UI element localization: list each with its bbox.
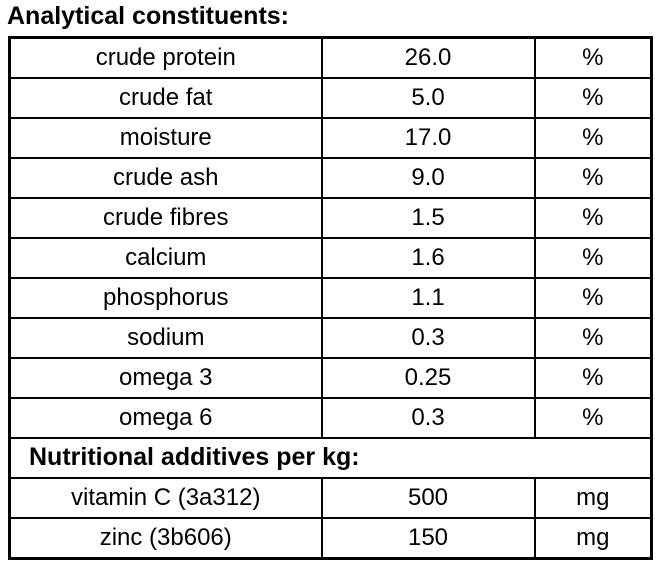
table-row: moisture 17.0%: [8, 116, 653, 159]
table-row: calcium 1.6%: [8, 236, 653, 279]
cell-unit: %: [533, 396, 653, 439]
table-row: phosphorus 1.1%: [8, 276, 653, 319]
cell-unit: %: [533, 116, 653, 159]
table-row: sodium 0.3%: [8, 316, 653, 359]
cell-name: crude ash: [8, 156, 323, 199]
cell-value: 0.3: [320, 316, 536, 359]
cell-unit: mg: [533, 476, 653, 519]
cell-unit: %: [533, 36, 653, 79]
cell-value: 5.0: [320, 76, 536, 119]
cell-value: 1.1: [320, 276, 536, 319]
table-row: vitamin C (3a312) 500 mg: [8, 476, 653, 519]
cell-value: 150: [320, 516, 536, 559]
table-row: crude fat 5.0%: [8, 76, 653, 119]
cell-unit: mg: [533, 516, 653, 559]
table-row: crude protein 26.0%: [8, 36, 653, 79]
cell-name: sodium: [8, 316, 323, 359]
nutrition-label-page: Analytical constituents: crude protein 26…: [7, 2, 653, 560]
cell-name: vitamin C (3a312): [8, 476, 323, 519]
cell-unit: %: [533, 156, 653, 199]
cell-unit: %: [533, 356, 653, 399]
analytical-constituents-table: crude protein 26.0% crude fat 5.0% moisture 1…: [8, 35, 653, 560]
cell-name: crude fat: [8, 76, 323, 119]
cell-value: 500: [320, 476, 536, 519]
page-title: Analytical constituents:: [7, 2, 289, 30]
cell-unit: %: [533, 236, 653, 279]
table-row: zinc (3b606) 150 mg: [8, 516, 653, 559]
cell-value: 0.3: [320, 396, 536, 439]
cell-unit: %: [533, 276, 653, 319]
cell-name: omega 6: [8, 396, 323, 439]
section-header-label: Nutritional additives per kg:: [8, 436, 653, 479]
cell-name: crude protein: [8, 36, 323, 79]
table-row: crude ash 9.0%: [8, 156, 653, 199]
table-row: crude fibres 1.5%: [8, 196, 653, 239]
cell-value: 17.0: [320, 116, 536, 159]
cell-value: 9.0: [320, 156, 536, 199]
cell-value: 0.25: [320, 356, 536, 399]
cell-value: 1.6: [320, 236, 536, 279]
cell-unit: %: [533, 316, 653, 359]
cell-unit: %: [533, 196, 653, 239]
section-header-row: Nutritional additives per kg:: [8, 436, 653, 479]
cell-name: omega 3: [8, 356, 323, 399]
table-row: omega 3 0.25%: [8, 356, 653, 399]
table-body: crude protein 26.0% crude fat 5.0% moisture 1…: [8, 36, 653, 559]
cell-name: calcium: [8, 236, 323, 279]
cell-name: zinc (3b606): [8, 516, 323, 559]
cell-value: 1.5: [320, 196, 536, 239]
cell-name: moisture: [8, 116, 323, 159]
cell-name: crude fibres: [8, 196, 323, 239]
table-row: omega 6 0.3%: [8, 396, 653, 439]
cell-value: 26.0: [320, 36, 536, 79]
cell-unit: %: [533, 76, 653, 119]
cell-name: phosphorus: [8, 276, 323, 319]
